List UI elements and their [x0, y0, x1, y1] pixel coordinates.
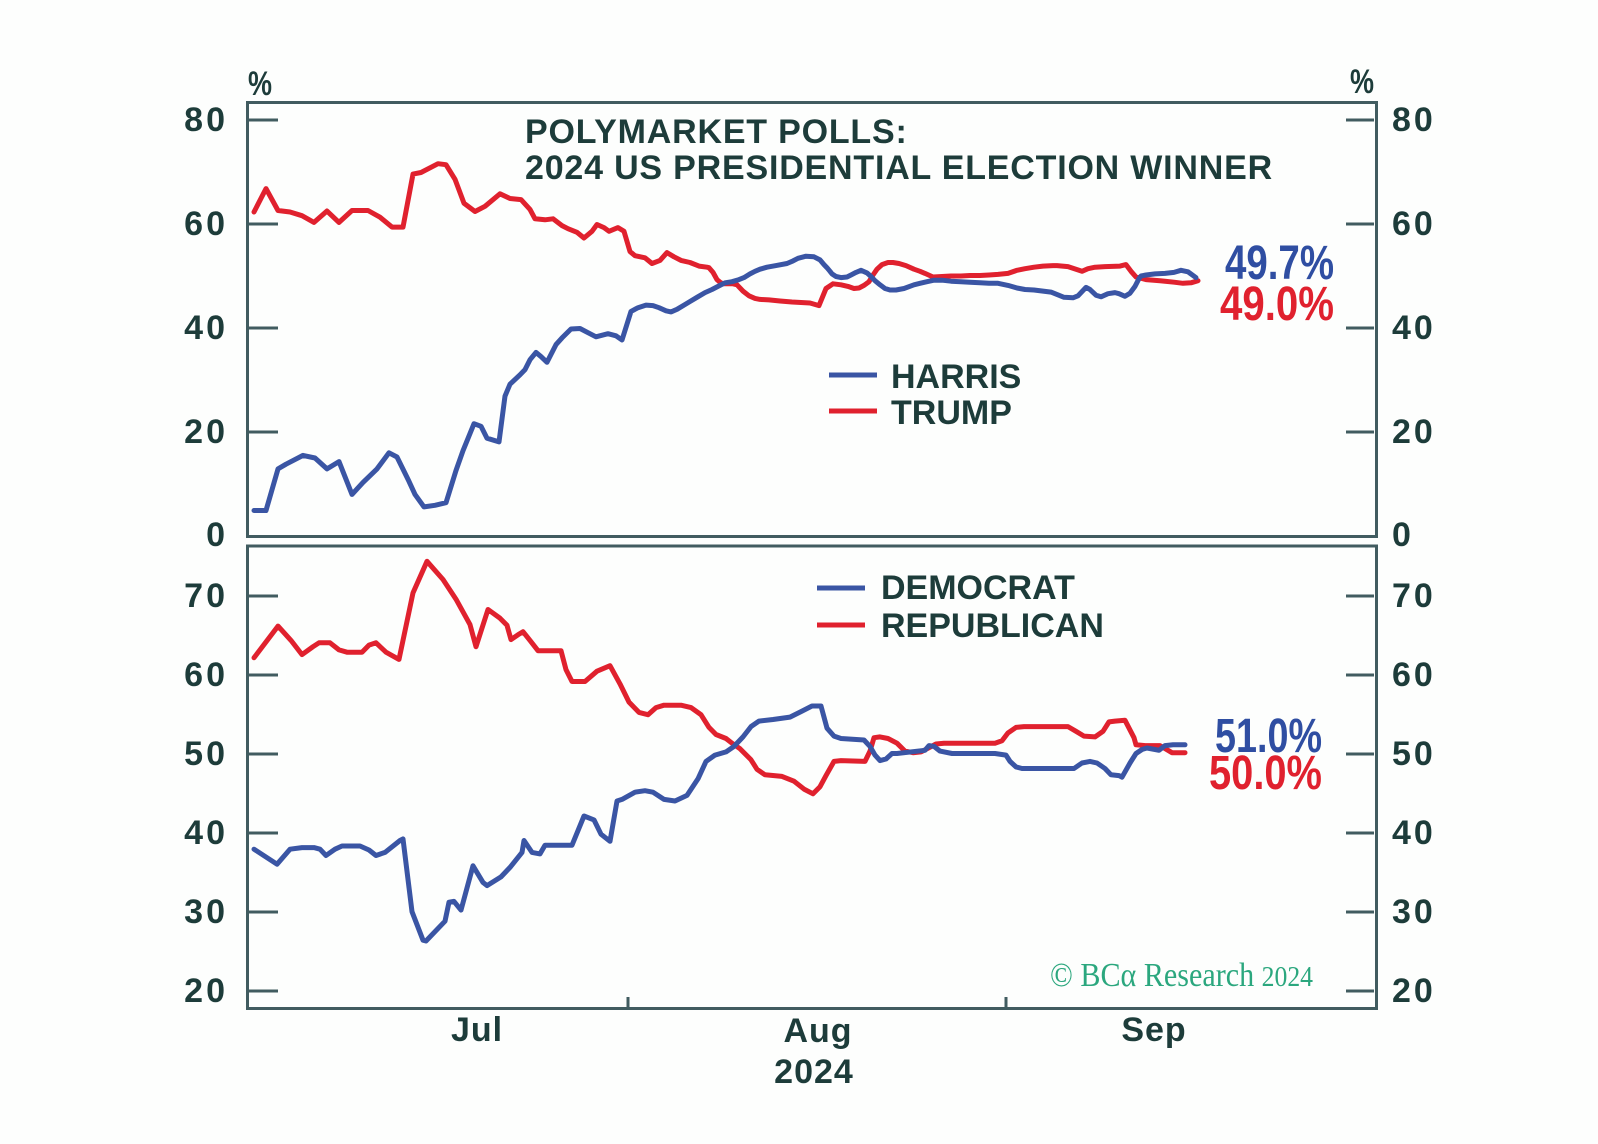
- svg-text:60: 60: [184, 656, 228, 694]
- svg-text:2024: 2024: [774, 1053, 854, 1091]
- svg-text:Jul: Jul: [451, 1011, 503, 1049]
- svg-text:0: 0: [1392, 516, 1414, 554]
- svg-text:30: 30: [184, 893, 228, 931]
- svg-text:© BCα Research 2024: © BCα Research 2024: [1050, 957, 1313, 994]
- svg-text:40: 40: [184, 309, 228, 347]
- svg-text:%: %: [1350, 63, 1374, 101]
- svg-text:%: %: [248, 65, 272, 103]
- svg-text:49.7%: 49.7%: [1225, 237, 1334, 290]
- svg-text:40: 40: [1392, 309, 1436, 347]
- svg-text:49.0%: 49.0%: [1220, 278, 1334, 331]
- svg-text:DEMOCRAT: DEMOCRAT: [881, 569, 1075, 607]
- svg-text:30: 30: [1392, 893, 1436, 931]
- svg-text:60: 60: [1392, 656, 1436, 694]
- svg-text:70: 70: [184, 577, 228, 615]
- svg-text:POLYMARKET POLLS:: POLYMARKET POLLS:: [525, 113, 908, 151]
- svg-text:50.0%: 50.0%: [1209, 747, 1322, 800]
- svg-text:2024 US PRESIDENTIAL ELECTION: 2024 US PRESIDENTIAL ELECTION WINNER: [525, 149, 1273, 187]
- svg-text:60: 60: [1392, 205, 1436, 243]
- svg-text:51.0%: 51.0%: [1215, 710, 1322, 763]
- svg-text:Aug: Aug: [783, 1012, 852, 1050]
- svg-text:60: 60: [184, 205, 228, 243]
- svg-text:Sep: Sep: [1121, 1011, 1186, 1049]
- svg-text:0: 0: [206, 516, 228, 554]
- svg-text:TRUMP: TRUMP: [891, 394, 1012, 432]
- svg-text:50: 50: [1392, 735, 1436, 773]
- svg-text:20: 20: [184, 413, 228, 451]
- svg-text:20: 20: [1392, 972, 1436, 1010]
- svg-text:HARRIS: HARRIS: [891, 358, 1021, 396]
- svg-text:50: 50: [184, 735, 228, 773]
- svg-text:80: 80: [184, 101, 228, 139]
- svg-text:80: 80: [1392, 101, 1436, 139]
- svg-text:70: 70: [1392, 577, 1436, 615]
- svg-text:40: 40: [184, 814, 228, 852]
- svg-text:40: 40: [1392, 814, 1436, 852]
- svg-text:20: 20: [184, 972, 228, 1010]
- svg-text:20: 20: [1392, 413, 1436, 451]
- svg-text:REPUBLICAN: REPUBLICAN: [881, 607, 1104, 645]
